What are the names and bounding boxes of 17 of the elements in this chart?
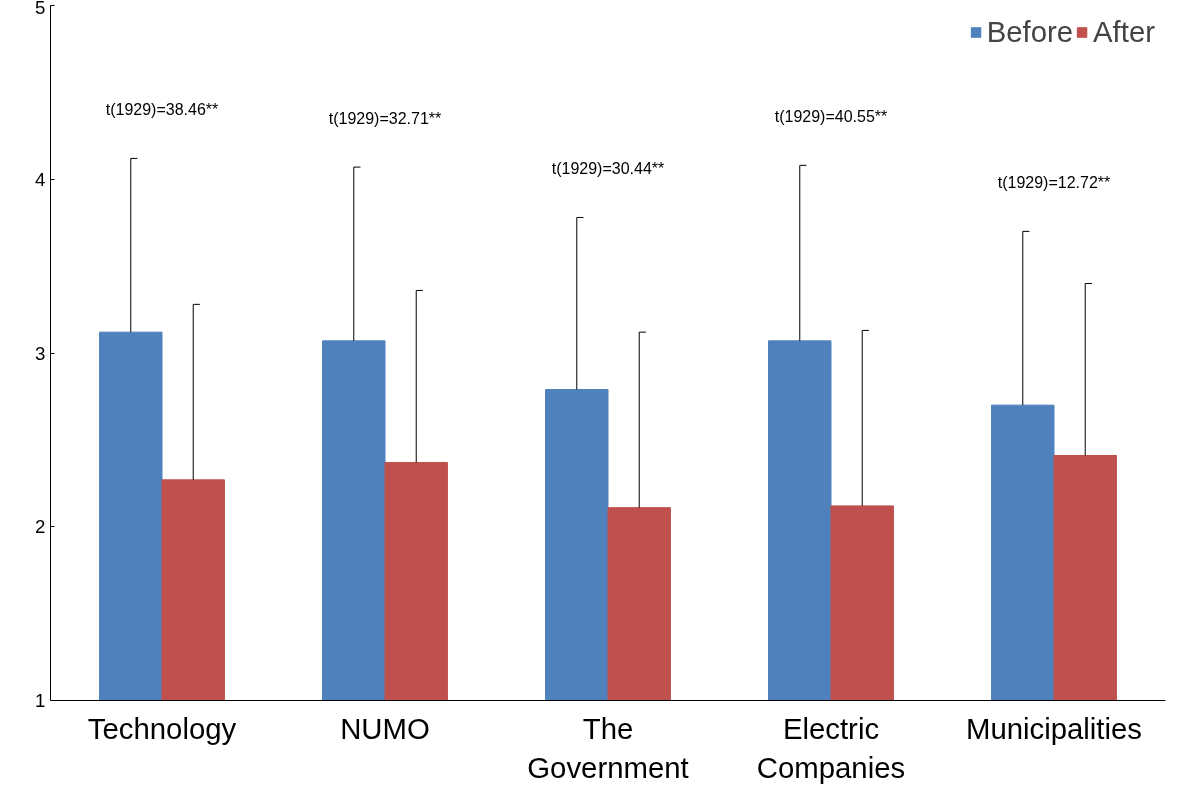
y-tick-label: 4 — [35, 168, 46, 190]
annotation: t(1929)=12.72** — [997, 174, 1111, 192]
legend-label: After — [1093, 15, 1155, 49]
y-tick-label: 3 — [35, 342, 46, 364]
annotation: t(1929)=38.46** — [105, 101, 219, 119]
y-tick-label: 1 — [35, 690, 46, 711]
x-tick-label: The Government — [527, 711, 689, 785]
legend-label: Before — [986, 15, 1074, 49]
x-tick-label: Electric Companies — [756, 711, 906, 785]
x-tick-label: Municipalities — [965, 711, 1143, 745]
x-tick-label: Technology — [87, 711, 237, 745]
x-tick-label: NUMO — [340, 711, 430, 745]
annotation: t(1929)=30.44** — [551, 160, 665, 178]
y-tick-label: 2 — [35, 516, 46, 538]
y-tick-label: 5 — [35, 0, 46, 18]
annotation: t(1929)=32.71** — [328, 109, 442, 127]
annotation: t(1929)=40.55** — [774, 108, 888, 126]
